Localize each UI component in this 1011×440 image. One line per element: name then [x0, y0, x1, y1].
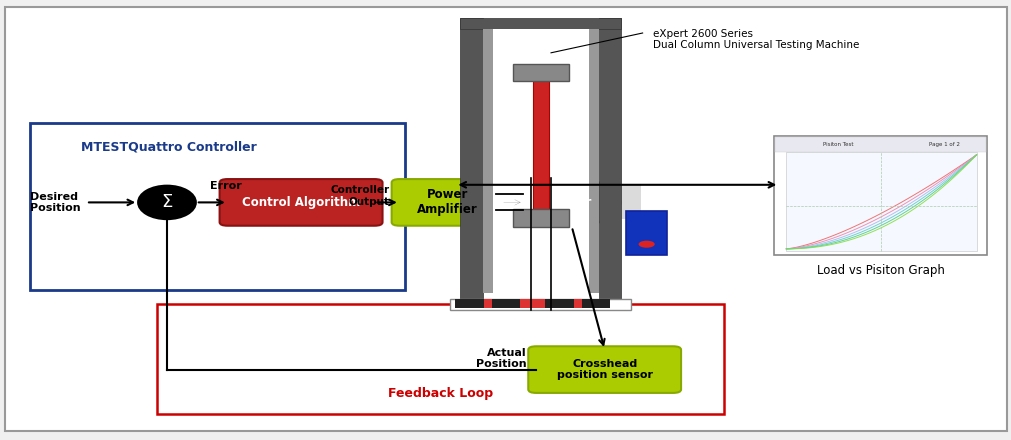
- FancyBboxPatch shape: [391, 179, 503, 226]
- Ellipse shape: [523, 178, 620, 227]
- Text: Control Algorithm: Control Algorithm: [242, 196, 360, 209]
- Bar: [483, 299, 491, 308]
- Bar: [482, 29, 599, 293]
- Text: $\Sigma$: $\Sigma$: [161, 194, 173, 211]
- Bar: [626, 211, 666, 255]
- Bar: [460, 18, 621, 29]
- Text: Feedback Loop: Feedback Loop: [387, 387, 492, 400]
- Text: Power
Amplifier: Power Amplifier: [417, 188, 478, 216]
- Bar: [573, 299, 581, 308]
- Ellipse shape: [137, 186, 195, 219]
- Bar: [774, 137, 985, 152]
- Bar: [786, 152, 976, 251]
- Bar: [482, 29, 492, 293]
- Bar: [502, 186, 640, 219]
- Bar: [581, 299, 610, 308]
- Text: Motor: Motor: [551, 196, 591, 209]
- Bar: [520, 299, 545, 308]
- Text: Crosshead
position sensor: Crosshead position sensor: [556, 359, 652, 381]
- Circle shape: [638, 241, 654, 248]
- Bar: [460, 18, 482, 308]
- Text: Pisiton Test: Pisiton Test: [822, 142, 852, 147]
- Text: Actual
Position: Actual Position: [475, 348, 526, 370]
- Text: Error: Error: [210, 181, 242, 191]
- FancyBboxPatch shape: [773, 136, 986, 255]
- Bar: [588, 29, 599, 293]
- Bar: [533, 79, 549, 211]
- Bar: [491, 299, 520, 308]
- FancyBboxPatch shape: [528, 346, 680, 393]
- Bar: [599, 18, 621, 308]
- Text: eXpert 2600 Series
Dual Column Universal Testing Machine: eXpert 2600 Series Dual Column Universal…: [652, 29, 858, 50]
- FancyBboxPatch shape: [30, 123, 404, 290]
- FancyBboxPatch shape: [513, 209, 569, 227]
- Text: Page 1 of 2: Page 1 of 2: [928, 142, 958, 147]
- Bar: [455, 299, 483, 308]
- Bar: [450, 299, 631, 310]
- Bar: [545, 299, 573, 308]
- Text: MTESTQuattro Controller: MTESTQuattro Controller: [81, 141, 257, 154]
- FancyBboxPatch shape: [513, 64, 569, 81]
- FancyBboxPatch shape: [219, 179, 382, 226]
- FancyBboxPatch shape: [5, 7, 1006, 431]
- Text: Load vs Pisiton Graph: Load vs Pisiton Graph: [816, 264, 943, 277]
- Text: Controller
Output: Controller Output: [331, 185, 389, 207]
- Text: Desired
Position: Desired Position: [30, 191, 81, 213]
